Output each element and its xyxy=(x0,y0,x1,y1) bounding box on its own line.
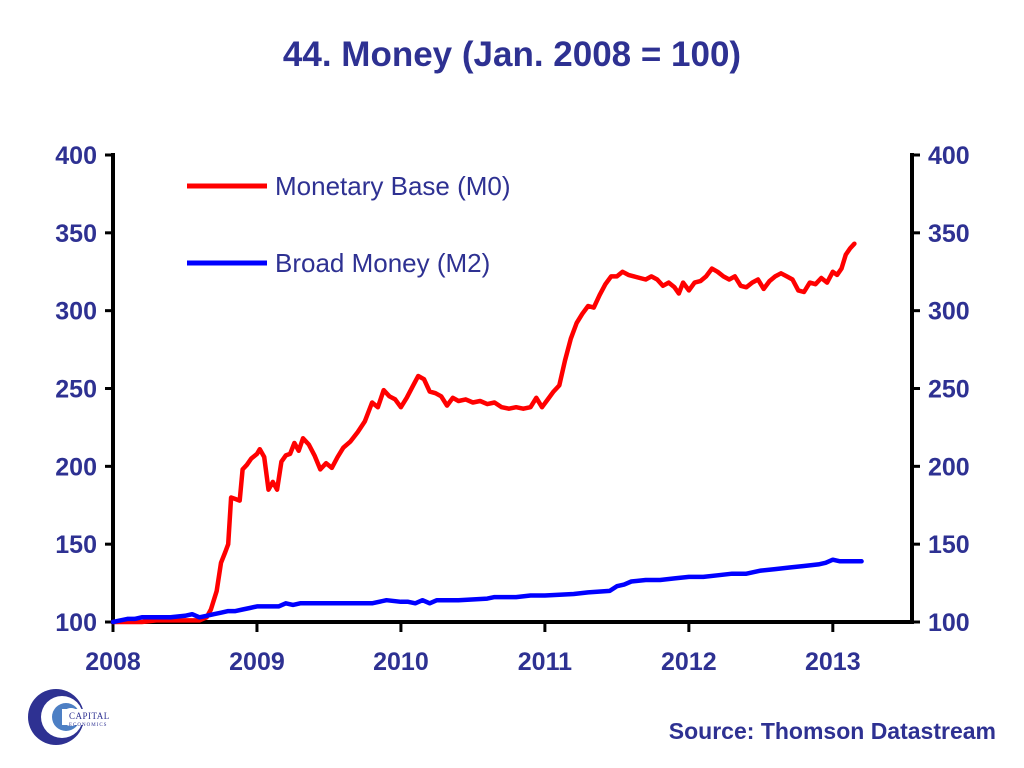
logo-name: CAPITAL xyxy=(69,711,110,721)
y-tick-label-left: 250 xyxy=(55,376,97,404)
legend: Monetary Base (M0) Broad Money (M2) xyxy=(187,171,511,278)
y-tick-label-left: 100 xyxy=(55,609,97,637)
y-tick-label-right: 100 xyxy=(928,609,970,637)
y-tick-label-left: 150 xyxy=(55,531,97,559)
y-tick-label-right: 400 xyxy=(928,142,970,170)
y-tick-label-right: 300 xyxy=(928,298,970,326)
y-tick-label-left: 350 xyxy=(55,220,97,248)
y-tick-label-right: 200 xyxy=(928,453,970,481)
x-tick-label: 2012 xyxy=(661,648,717,676)
y-tick-label-right: 150 xyxy=(928,531,970,559)
x-tick-label: 2011 xyxy=(518,648,572,676)
y-tick-label-right: 250 xyxy=(928,376,970,404)
x-tick-label: 2013 xyxy=(805,648,861,676)
axes: 100 100 150 150 200 200 250 250 300 300 350 350 400 4… xyxy=(55,142,969,676)
y-tick-label-left: 400 xyxy=(55,142,97,170)
capital-economics-logo: CAPITAL ECONOMICS xyxy=(28,689,110,745)
legend-label: Broad Money (M2) xyxy=(275,248,490,278)
series-line-m2 xyxy=(110,557,864,625)
chart-title: 44. Money (Jan. 2008 = 100) xyxy=(283,35,741,74)
x-tick-label: 2009 xyxy=(229,648,285,676)
x-tick-label: 2008 xyxy=(85,648,141,676)
series-layer xyxy=(110,241,864,625)
source-note: Source: Thomson Datastream xyxy=(669,718,996,744)
y-tick-label-right: 350 xyxy=(928,220,970,248)
x-tick-label: 2010 xyxy=(373,648,429,676)
y-tick-label-left: 200 xyxy=(55,453,97,481)
y-tick-label-left: 300 xyxy=(55,298,97,326)
legend-label: Monetary Base (M0) xyxy=(275,171,511,201)
logo-subtitle: ECONOMICS xyxy=(69,723,107,728)
series-line-m0 xyxy=(110,241,857,625)
